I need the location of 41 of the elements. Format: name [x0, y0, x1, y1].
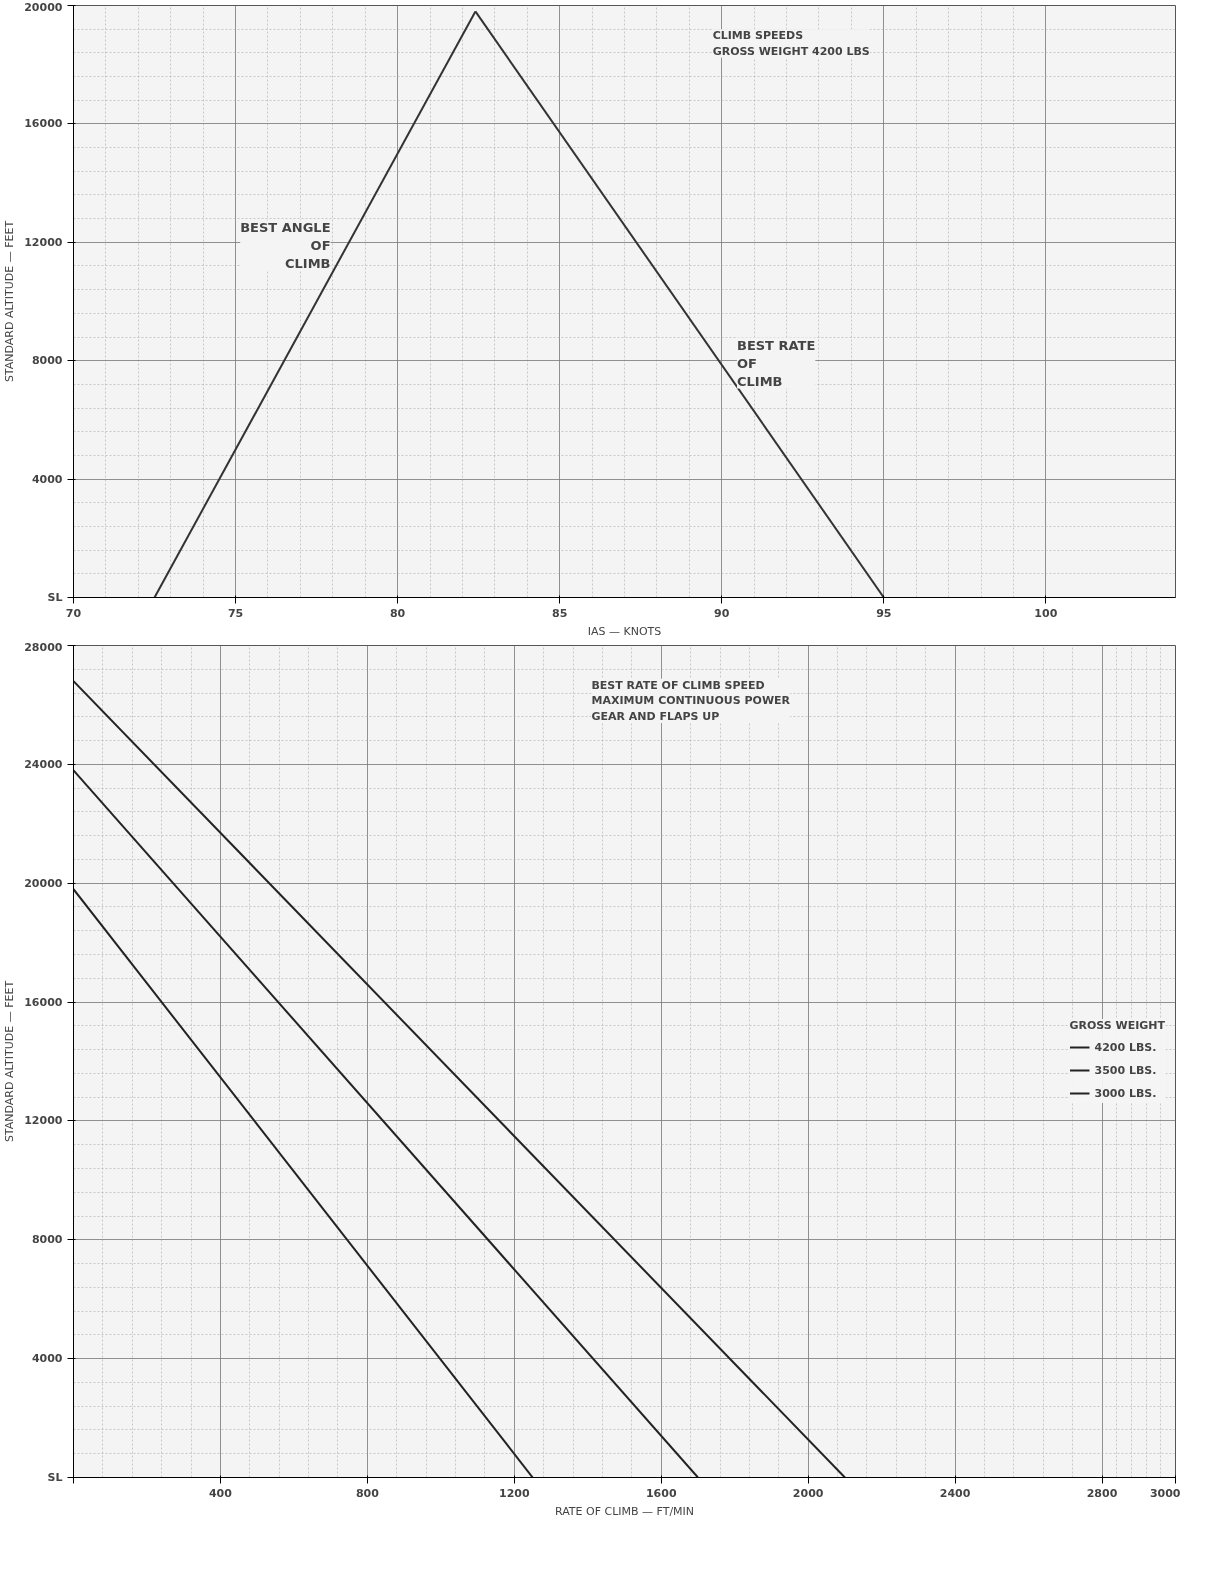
x-tick-label: 1200: [498, 1486, 530, 1500]
text: BEST RATE OF CLIMB SPEED MAXIMUM CONTINUOUS POWER GEAR AND FLAPS UP: [591, 678, 791, 723]
y-tick-label: 12000: [24, 1114, 63, 1128]
y-tick-label: SL: [47, 591, 63, 604]
legend-label: 3500 LBS.: [1094, 1063, 1157, 1077]
y-tick-label: SL: [47, 1471, 63, 1484]
y-axis-title: STANDARD ALTITUDE — FEET: [3, 980, 17, 1143]
series-label: BEST RATE OF CLIMB: [736, 337, 816, 389]
y-tick-label: 8000: [31, 1233, 63, 1247]
x-tick-label: 2800: [1086, 1486, 1118, 1500]
x-tick-label: 3000: [1149, 1486, 1181, 1500]
y-tick-label: 16000: [24, 117, 63, 131]
x-tick-label: 1600: [645, 1486, 677, 1500]
y-tick-label: 20000: [24, 876, 63, 890]
text: CLIMB SPEEDS GROSS WEIGHT 4200 LBS: [712, 29, 870, 58]
x-tick-label: 90: [714, 606, 730, 620]
y-tick-label: 12000: [24, 235, 63, 249]
x-axis-title: IAS — KNOTS: [587, 624, 662, 638]
x-tick-label: 70: [65, 606, 82, 620]
x-tick-label: 100: [1034, 606, 1058, 620]
y-tick-label: 8000: [31, 354, 63, 368]
x-tick-label: 400: [208, 1486, 233, 1500]
y-tick-label: 24000: [24, 757, 63, 771]
legend-label: 3000 LBS.: [1094, 1086, 1157, 1100]
x-tick-label: 95: [876, 606, 892, 620]
legend-label: 4200 LBS.: [1094, 1040, 1157, 1054]
x-tick-label: 75: [227, 606, 244, 620]
legend-title: GROSS WEIGHT: [1069, 1019, 1165, 1032]
x-tick-label: 80: [389, 606, 406, 620]
y-tick-label: 4000: [31, 472, 63, 486]
x-tick-label: 2000: [792, 1486, 824, 1500]
x-tick-label: 2400: [939, 1486, 971, 1500]
y-tick-label: 20000: [24, 0, 63, 14]
x-axis-title: RATE OF CLIMB — FT/MIN: [554, 1504, 695, 1518]
y-axis-title: STANDARD ALTITUDE — FEET: [3, 220, 17, 383]
y-tick-label: 16000: [24, 995, 63, 1009]
x-tick-label: 800: [355, 1486, 380, 1500]
x-tick-label: 85: [552, 606, 568, 620]
y-tick-label: 4000: [31, 1352, 63, 1366]
series-label: BEST ANGLE OF CLIMB: [240, 220, 331, 272]
y-tick-label: 28000: [24, 640, 63, 654]
